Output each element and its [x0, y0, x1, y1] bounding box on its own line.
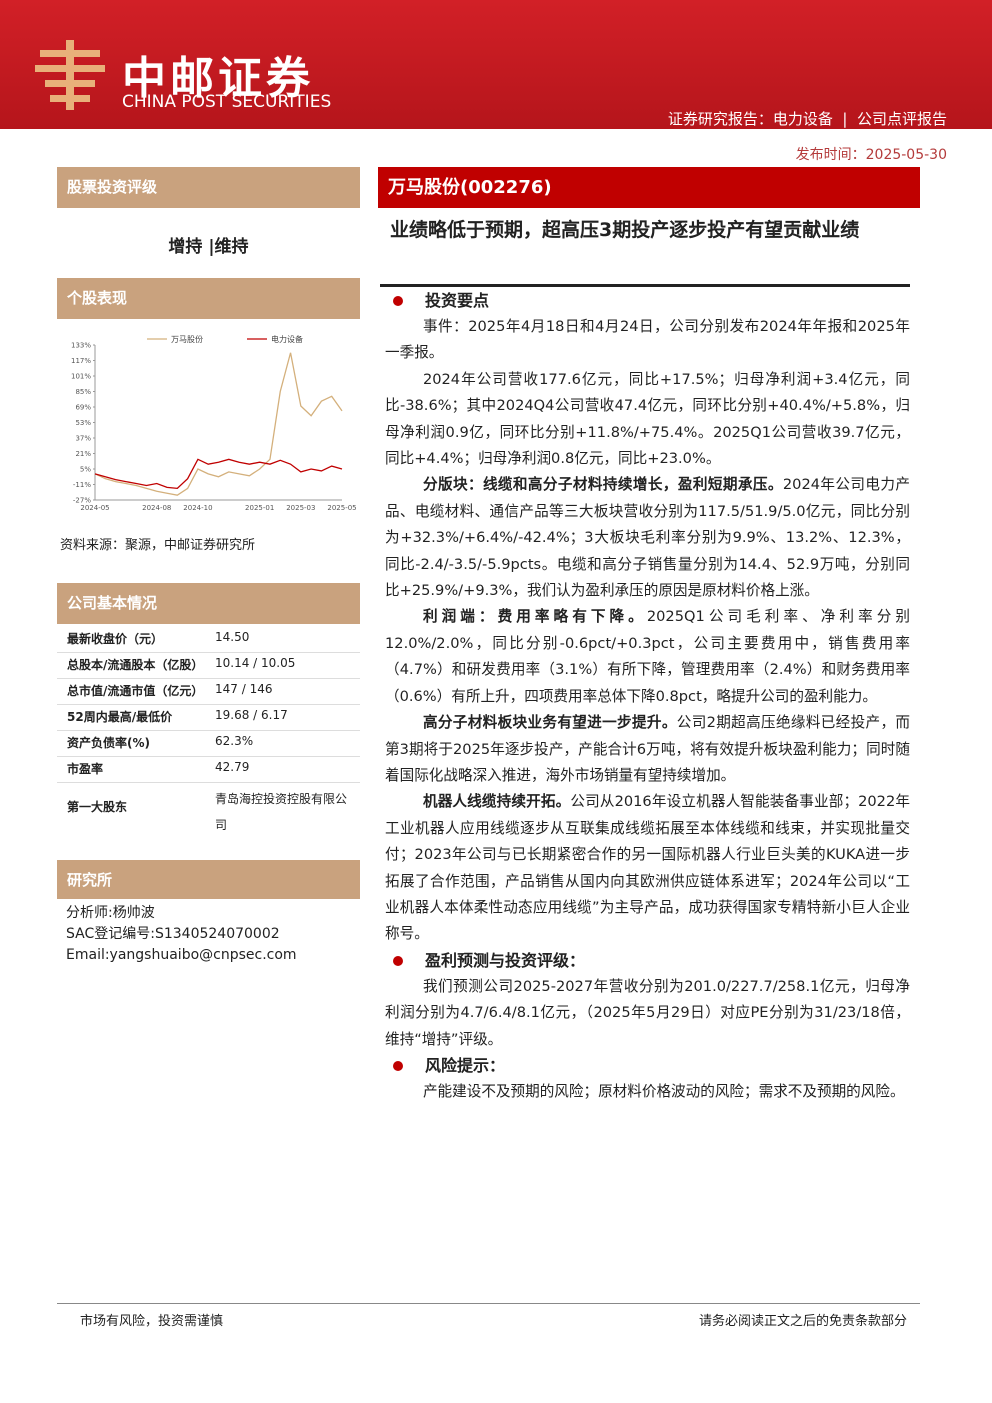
footer-left: 市场有风险，投资需谨慎: [80, 1314, 224, 1329]
basics-rule: [57, 782, 360, 783]
paragraph-text: 公司从2016年设立机器人智能装备事业部；2022年工业机器人应用线缆逐步从互联…: [385, 793, 910, 943]
paragraph-text: 我们预测公司2025-2027年营收分别为201.0/227.7/258.1亿元…: [385, 977, 910, 1048]
paragraph-lead: 高分子材料板块业务有望进一步提升。: [422, 714, 677, 732]
basics-value: 42.79: [215, 760, 250, 774]
legend-label: 万马股份: [171, 334, 203, 344]
basics-label: 总市值/流通市值（亿元）: [67, 684, 204, 698]
y-tick-label: -27%: [73, 497, 91, 505]
brand-cn: 中邮证券: [122, 53, 314, 104]
y-tick-label: 5%: [80, 466, 91, 474]
rating-title: 股票投资评级: [57, 167, 360, 208]
rating: 增持 |维持: [168, 237, 249, 257]
basics-rule: [57, 678, 360, 679]
y-tick-label: 69%: [75, 404, 91, 412]
y-tick-label: 85%: [75, 388, 91, 396]
analyst-line: Email:yangshuaibo@cnpsec.com: [66, 947, 297, 963]
paragraph-lead: 利润端：费用率略有下降。: [422, 608, 647, 626]
footer-right: 请务必阅读正文之后的免责条款部分: [698, 1314, 907, 1329]
x-tick-label: 2025-01: [245, 504, 274, 512]
footer-rule: [57, 1303, 920, 1304]
y-tick-label: 117%: [71, 357, 91, 365]
y-tick-label: -11%: [73, 481, 91, 489]
paragraph: 机器人线缆持续开拓。公司从2016年设立机器人智能装备事业部；2022年工业机器…: [385, 789, 910, 947]
report-type-text: 证券研究报告：电力设备: [667, 110, 833, 128]
brand-en: CHINA POST SECURITIES: [122, 92, 332, 112]
x-tick-label: 2024-08: [142, 504, 171, 512]
x-tick-label: 2024-05: [80, 504, 109, 512]
basics-value: 147 / 146: [215, 682, 273, 696]
paragraph-text: 产能建设不及预期的风险；原材料价格波动的风险；需求不及预期的风险。: [422, 1082, 905, 1100]
y-tick-label: 37%: [75, 435, 91, 443]
header-band: [0, 0, 992, 129]
basics-label: 资产负债率(%): [67, 736, 150, 750]
y-tick-label: 21%: [75, 450, 91, 458]
section-heading: 风险提示：: [385, 1053, 910, 1079]
paragraph-text: 公司2期超高压绝缘料已经投产，而第3期将于2025年逐步投产，产能合计6万吨，将…: [385, 714, 910, 784]
chart-source: 资料来源：聚源，中邮证券研究所: [60, 538, 256, 553]
basics-rule: [57, 652, 360, 653]
report-type: 证券研究报告：电力设备 | 公司点评报告: [667, 110, 947, 128]
basics-rule: [57, 730, 360, 731]
x-tick-label: 2024-10: [183, 504, 212, 512]
basics-value: 14.50: [215, 630, 250, 644]
paragraph-text: 事件：2025年4月18日和4月24日，公司分别发布2024年年报和2025年一…: [385, 318, 910, 362]
paragraph: 我们预测公司2025-2027年营收分别为201.0/227.7/258.1亿元…: [385, 974, 910, 1053]
basics-label: 市盈率: [67, 762, 104, 776]
analyst-block: 分析师:杨帅波 SAC登记编号:S1340524070002 Email:yan…: [66, 903, 297, 966]
series-line: [94, 352, 343, 496]
analyst-line: 分析师:杨帅波: [66, 905, 155, 921]
paragraph: 产能建设不及预期的风险；原材料价格波动的风险；需求不及预期的风险。: [385, 1079, 910, 1105]
paragraph-lead: 机器人线缆持续开拓。: [422, 793, 571, 811]
paragraph-text: 2024年公司电力产品、电缆材料、通信产品等三大板块营收分别为117.5/51.…: [385, 476, 910, 600]
x-tick-label: 2025-03: [286, 504, 315, 512]
basics-label: 第一大股东: [67, 800, 128, 814]
basics-label: 最新收盘价（元）: [67, 632, 164, 646]
y-tick-label: 133%: [71, 342, 91, 350]
y-tick-label: 53%: [75, 419, 91, 427]
section-heading: 投资要点: [385, 288, 910, 314]
analyst-line: SAC登记编号:S1340524070002: [66, 926, 280, 942]
basics-label: 52周内最高/最低价: [67, 710, 173, 724]
rule: [380, 284, 910, 287]
paragraph: 分版块：线缆和高分子材料持续增长，盈利短期承压。2024年公司电力产品、电缆材料…: [385, 472, 910, 604]
main-body: 投资要点事件：2025年4月18日和4月24日，公司分别发布2024年年报和20…: [385, 288, 910, 1105]
basics-label: 总股本/流通股本（亿股）: [67, 658, 204, 672]
paragraph-text: 2025Q1公司毛利率、净利率分别12.0%/2.0%，同比分别-0.6pct/…: [385, 608, 910, 705]
paragraph: 事件：2025年4月18日和4月24日，公司分别发布2024年年报和2025年一…: [385, 314, 910, 367]
paragraph-text: 2024年公司营收177.6亿元，同比+17.5%；归母净利润+3.4亿元，同比…: [385, 370, 910, 468]
company-bar: 万马股份(002276): [378, 167, 920, 208]
paragraph: 利润端：费用率略有下降。2025Q1公司毛利率、净利率分别12.0%/2.0%，…: [385, 604, 910, 710]
basics-value: 19.68 / 6.17: [215, 708, 288, 722]
logo: [35, 40, 105, 110]
basics-rule: [57, 704, 360, 705]
basics-value: 62.3%: [215, 734, 254, 748]
basics-title: 公司基本情况: [57, 583, 360, 624]
report-subtype: 公司点评报告: [856, 110, 947, 128]
performance-title: 个股表现: [57, 278, 360, 319]
paragraph: 2024年公司营收177.6亿元，同比+17.5%；归母净利润+3.4亿元，同比…: [385, 367, 910, 473]
basics-value: 10.14 / 10.05: [215, 656, 296, 670]
y-tick-label: 101%: [71, 373, 91, 381]
paragraph-lead: 分版块：线缆和高分子材料持续增长，盈利短期承压。: [422, 476, 783, 494]
stock-chart: -27% -11% 5% 21% 37% 53% 69% 85% 101% 117% 133% 202…: [71, 334, 357, 512]
basics-value: 青岛海控投资控股有限公司: [215, 792, 348, 832]
headline: 业绩略低于预期，超高压3期投产逐步投产有望贡献业绩: [390, 219, 860, 241]
legend-label: 电力设备: [271, 334, 303, 344]
publish-date: 发布时间：2025-05-30: [795, 147, 947, 163]
x-tick-label: 2025-05: [327, 504, 356, 512]
basics-rule: [57, 756, 360, 757]
institute-title: 研究所: [57, 860, 360, 899]
series-line: [94, 458, 343, 490]
section-heading: 盈利预测与投资评级：: [385, 948, 910, 974]
paragraph: 高分子材料板块业务有望进一步提升。公司2期超高压绝缘料已经投产，而第3期将于20…: [385, 710, 910, 789]
